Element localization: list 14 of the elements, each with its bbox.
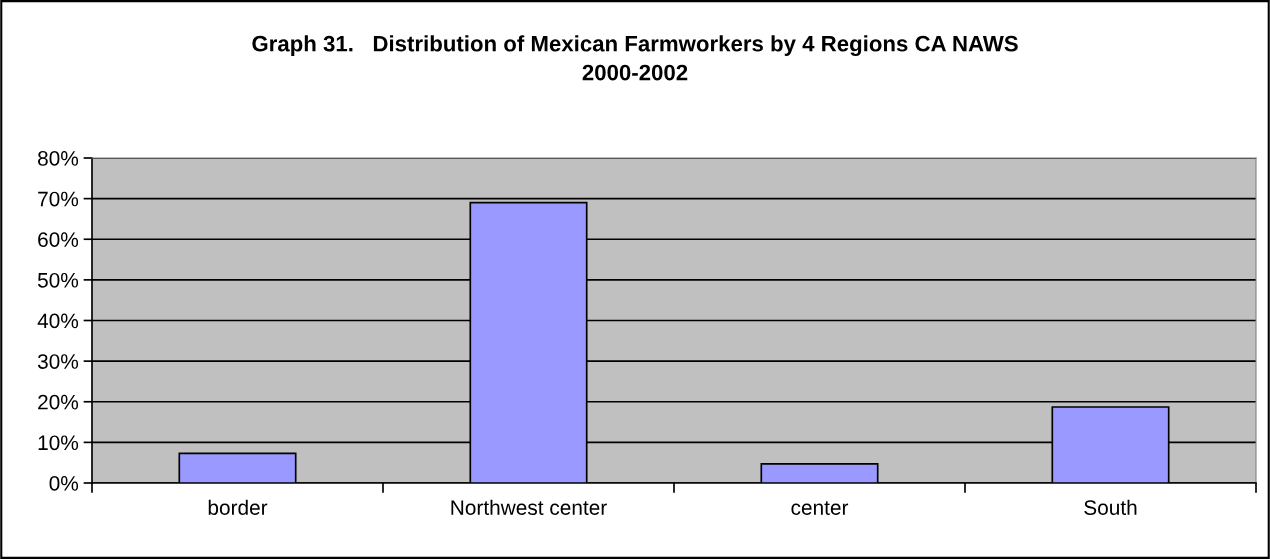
y-tick-label: 30%	[37, 354, 79, 369]
chart-title: Graph 31. Distribution of Mexican Farmworkers by 4 Regions CA NAWS 2000-2002	[252, 35, 1018, 81]
y-tick-label: 60%	[38, 232, 79, 247]
y-tick-label: 80%	[38, 151, 79, 166]
x-tick-label: center	[791, 501, 849, 515]
y-tick-label: 40%	[37, 313, 79, 329]
y-tick-label: 50%	[37, 272, 79, 288]
x-tick-label: South	[1084, 499, 1137, 515]
y-tick-label: 0%	[49, 476, 79, 491]
x-tick-label: Northwest center	[451, 499, 607, 515]
y-tick-label: 10%	[38, 435, 79, 451]
y-tick-label: 20%	[38, 394, 79, 410]
x-tick-label: border	[208, 499, 268, 515]
y-tick-label: 70%	[38, 191, 79, 207]
